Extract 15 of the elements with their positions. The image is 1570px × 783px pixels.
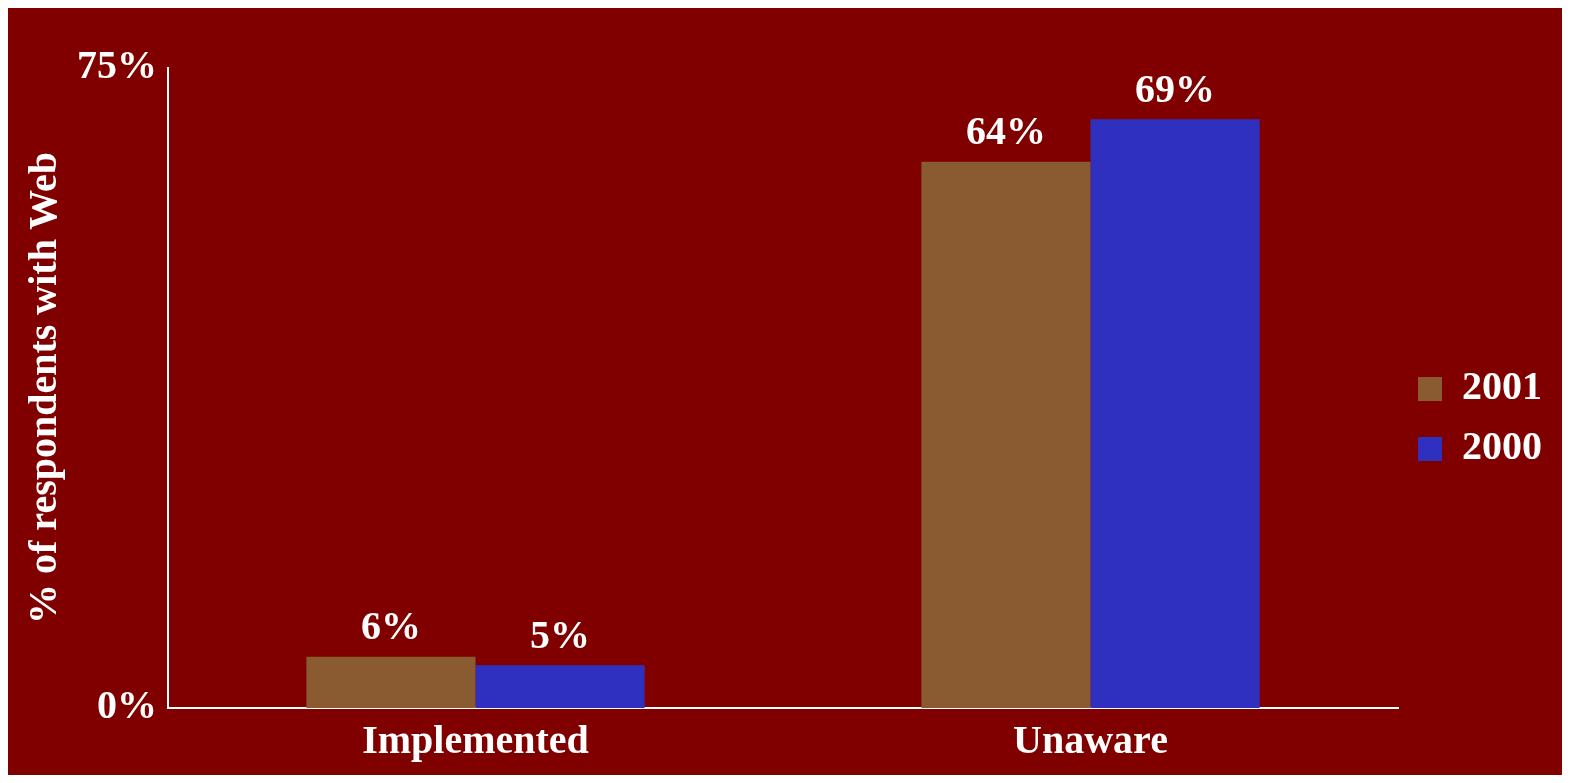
data-label: 64% xyxy=(965,108,1046,154)
bar xyxy=(1090,119,1260,708)
data-label: 5% xyxy=(530,611,591,657)
data-label: 6% xyxy=(360,603,421,649)
x-tick-label: Unaware xyxy=(1013,717,1168,763)
legend-label: 2001 xyxy=(1462,363,1542,409)
x-tick-label: Implemented xyxy=(362,717,589,763)
data-label: 69% xyxy=(1135,65,1216,111)
bar xyxy=(475,665,645,708)
y-tick-label: 75% xyxy=(77,42,157,88)
y-axis-title: % of respondents with Web xyxy=(20,152,66,624)
bar xyxy=(921,161,1091,708)
bar xyxy=(306,656,476,708)
legend-label: 2000 xyxy=(1462,423,1542,469)
y-tick-label: 0% xyxy=(97,682,157,728)
